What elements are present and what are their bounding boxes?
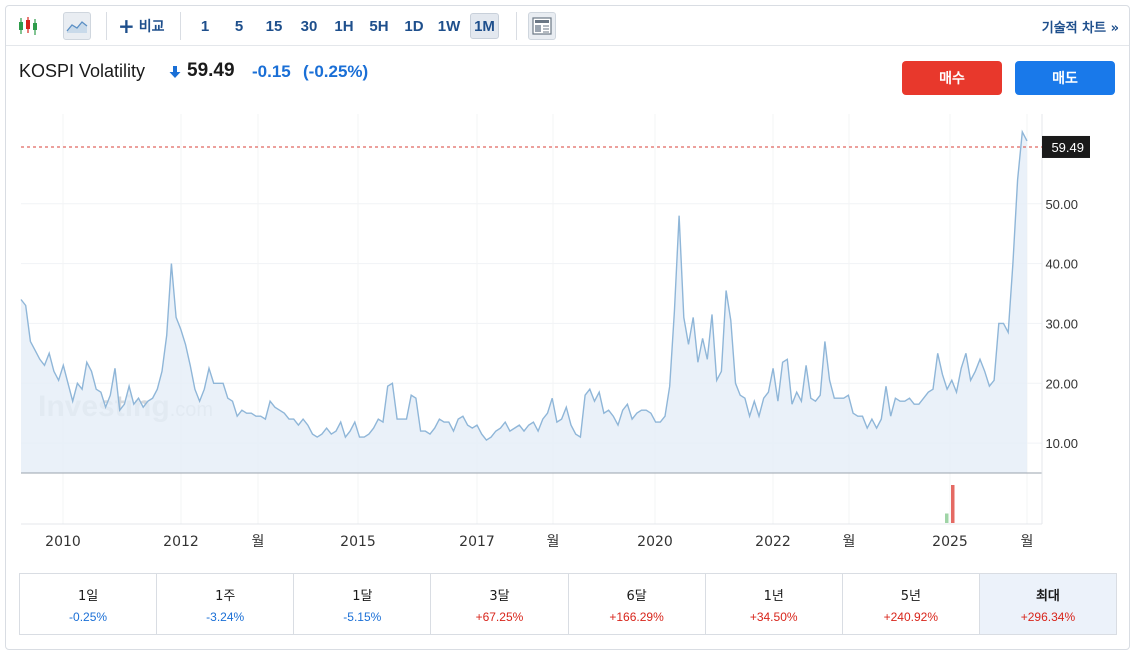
price-change: -0.15 xyxy=(252,62,291,81)
chart-widget: + 비교 1 5 15 30 1H 5H 1D 1W 1M 기술적 차트 » K… xyxy=(5,5,1130,650)
performance-period-label: 1년 xyxy=(763,588,784,604)
compare-label: 비교 xyxy=(138,19,165,35)
x-tick-label: 2010 xyxy=(45,534,81,550)
performance-period-value: +34.50% xyxy=(749,609,798,624)
price-chart[interactable]: 10.00 20.00 30.00 40.00 50.00 2010 2012 월 2015 20… xyxy=(6,106,1129,566)
interval-1m[interactable]: 1M xyxy=(470,13,499,39)
y-tick-label: 30.00 xyxy=(1045,316,1078,331)
series-area xyxy=(21,131,1027,473)
performance-period-value: +67.25% xyxy=(475,609,524,624)
interval-1d[interactable]: 1D xyxy=(404,17,424,35)
performance-period-label: 3달 xyxy=(489,588,510,604)
y-tick-label: 40.00 xyxy=(1045,257,1078,272)
performance-period-value: +166.29% xyxy=(609,609,664,624)
x-tick-label: 2020 xyxy=(637,534,673,550)
chart-toolbar: + 비교 1 5 15 30 1H 5H 1D 1W 1M 기술적 차트 » xyxy=(6,6,1129,46)
x-tick-label: 월 xyxy=(1021,534,1034,550)
performance-period-value: -0.25% xyxy=(69,609,108,624)
x-tick-label: 월 xyxy=(547,534,560,550)
plus-icon: + xyxy=(118,14,135,38)
performance-period-0[interactable]: 1일 -0.25% xyxy=(20,574,158,634)
current-price-badge xyxy=(1042,135,1090,158)
interval-5[interactable]: 5 xyxy=(234,17,244,35)
compare-button[interactable]: + 비교 xyxy=(118,15,165,37)
performance-period-value: +240.92% xyxy=(883,609,938,624)
performance-period-7[interactable]: 최대 +296.34% xyxy=(979,574,1116,634)
candlestick-icon[interactable] xyxy=(14,12,42,40)
interval-5h[interactable]: 5H xyxy=(369,17,389,35)
performance-period-value: -5.15% xyxy=(343,609,382,624)
performance-period-6[interactable]: 5년 +240.92% xyxy=(843,574,980,634)
volume-bar xyxy=(951,485,955,523)
series-line xyxy=(20,129,1028,442)
toolbar-divider xyxy=(106,12,107,40)
performance-period-label: 1주 xyxy=(215,588,236,604)
performance-period-label: 최대 xyxy=(1035,588,1060,604)
price-change-percent: (-0.25%) xyxy=(303,62,369,81)
performance-period-label: 1일 xyxy=(77,588,99,604)
interval-1[interactable]: 1 xyxy=(200,17,210,35)
technical-chart-link[interactable]: 기술적 차트 » xyxy=(1041,21,1119,36)
performance-period-3[interactable]: 3달 +67.25% xyxy=(431,574,569,634)
news-layout-icon[interactable] xyxy=(528,12,556,40)
performance-period-4[interactable]: 6달 +166.29% xyxy=(569,574,706,634)
performance-period-label: 5년 xyxy=(900,588,921,604)
x-tick-label: 2015 xyxy=(340,534,376,550)
performance-period-5[interactable]: 1년 +34.50% xyxy=(706,574,843,634)
sell-button[interactable]: 매도 xyxy=(1015,61,1115,95)
volume-bar xyxy=(945,513,949,523)
performance-period-label: 6달 xyxy=(626,588,647,604)
performance-table: 1일 -0.25% 1주 -3.24% 1달 -5.15% 3달 +67.25% 6달 +166.… xyxy=(19,573,1117,635)
instrument-title: KOSPI Volatility xyxy=(19,61,146,81)
area-chart-icon[interactable] xyxy=(63,12,91,40)
x-tick-label: 2017 xyxy=(459,534,495,550)
performance-period-2[interactable]: 1달 -5.15% xyxy=(294,574,432,634)
performance-period-1[interactable]: 1주 -3.24% xyxy=(157,574,295,634)
interval-30[interactable]: 30 xyxy=(300,17,318,35)
performance-period-value: -3.24% xyxy=(206,609,245,624)
performance-period-label: 1달 xyxy=(352,588,373,604)
x-tick-label: 월 xyxy=(252,534,265,550)
last-price: 59.49 xyxy=(187,60,235,81)
interval-1w[interactable]: 1W xyxy=(437,17,461,35)
x-tick-label: 2022 xyxy=(755,534,791,550)
x-tick-label: 2025 xyxy=(932,534,968,550)
interval-1h[interactable]: 1H xyxy=(334,17,354,35)
toolbar-divider xyxy=(516,12,517,40)
buy-button[interactable]: 매수 xyxy=(902,61,1002,95)
y-tick-label: 10.00 xyxy=(1045,436,1078,451)
performance-period-value: +296.34% xyxy=(1020,609,1076,624)
y-tick-label: 50.00 xyxy=(1045,197,1078,212)
interval-15[interactable]: 15 xyxy=(265,17,283,35)
x-tick-label: 2012 xyxy=(163,534,199,550)
toolbar-divider xyxy=(180,12,181,40)
arrow-down-icon xyxy=(168,64,182,83)
current-price-label: 59.49 xyxy=(1051,140,1084,155)
y-tick-label: 20.00 xyxy=(1045,376,1078,391)
x-tick-label: 월 xyxy=(843,534,856,550)
